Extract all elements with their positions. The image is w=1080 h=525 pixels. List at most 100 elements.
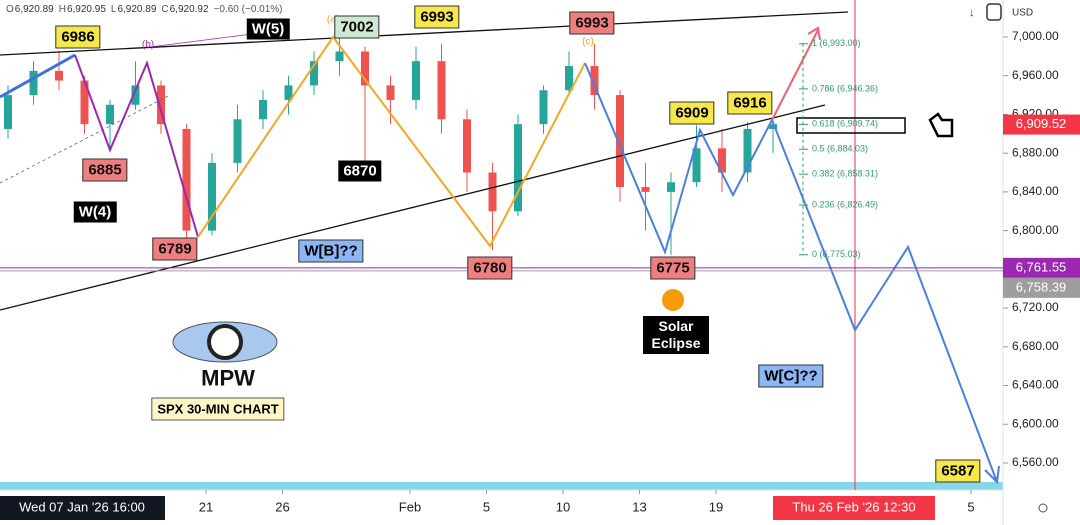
wave-line	[771, 29, 819, 121]
ohlc-header: O6,920.89 H6,920.95 L6,920.89 C6,920.92 −0.6…	[6, 4, 284, 15]
candle-body	[29, 70, 38, 96]
arrow-head	[984, 465, 1000, 485]
ohlc-item: −0.60 (−0.01%)	[213, 4, 283, 15]
wave-line	[584, 62, 998, 483]
ohlc-item: O	[6, 4, 14, 15]
fib-label: 0.786 (6,946.36)	[812, 83, 878, 93]
x-tick-label: 21	[199, 499, 213, 514]
candle-body	[539, 90, 548, 125]
wave-line	[197, 35, 586, 248]
thin-line	[149, 32, 261, 48]
arrow-head	[807, 26, 821, 41]
annotation: W[B]??	[298, 239, 364, 263]
candle-body	[412, 61, 420, 100]
wave-line	[74, 54, 199, 238]
fib-label: 1 (6,993.00)	[812, 38, 861, 48]
wave-line	[0, 53, 76, 99]
candle-body	[208, 162, 216, 231]
y-tick-label: 6,600.00	[1012, 416, 1059, 430]
panda-face	[207, 324, 243, 360]
currency: USD	[1012, 8, 1033, 19]
annotation: W(4)	[73, 201, 117, 223]
fib-box	[796, 117, 906, 134]
annotation: 6916	[727, 91, 773, 115]
candle-body	[616, 95, 624, 188]
price-label: 6,758.39	[1016, 279, 1067, 294]
candles	[4, 35, 777, 255]
y-tick-label: 6,880.00	[1012, 145, 1059, 159]
candle-body	[361, 51, 369, 86]
ohlc-item: C	[161, 4, 169, 15]
annotation: (c)	[582, 36, 594, 48]
x-tick-label: Feb	[399, 499, 421, 514]
annotation: W(5)	[246, 18, 290, 40]
candle-body	[335, 51, 344, 62]
y-tick-label: 7,000.00	[1012, 29, 1059, 43]
price-label: 6,909.52	[1016, 116, 1067, 131]
candle-body	[641, 187, 650, 192]
icon	[986, 3, 1002, 21]
candle-body	[590, 66, 599, 96]
candle-body	[514, 124, 522, 212]
fib-label: 0.382 (6,858.31)	[812, 169, 878, 179]
annotation: W[C]??	[758, 364, 824, 388]
annotation: 6789	[152, 237, 198, 261]
annotation: 6993	[414, 5, 460, 29]
trendline	[0, 104, 826, 311]
settings-icon[interactable]	[1038, 503, 1048, 513]
eclipse-dot	[662, 289, 684, 311]
candle-body	[55, 70, 63, 81]
y-tick-label: 6,840.00	[1012, 184, 1059, 198]
candle-body	[437, 61, 446, 120]
annotation: 6587	[935, 459, 981, 483]
icon: ↓	[969, 7, 975, 19]
price-label: 6,761.55	[1016, 259, 1067, 274]
y-tick-label: 6,640.00	[1012, 378, 1059, 392]
annotation: 6986	[55, 25, 101, 49]
annotation: 6909	[669, 101, 715, 125]
annotation: 6993	[569, 11, 615, 35]
candle-body	[463, 119, 471, 173]
annotation: (b)	[141, 39, 155, 51]
cursor-label: Thu 26 Feb '26 12:30	[792, 499, 915, 514]
trendline	[0, 11, 849, 56]
annotation: 6885	[82, 158, 128, 182]
x-tick-label: 5	[483, 499, 490, 514]
candle-body	[386, 85, 395, 100]
fib-label: 0.618 (6,909.74)	[812, 119, 878, 129]
price-label-box	[1003, 277, 1080, 298]
dotted-line	[0, 94, 171, 184]
y-tick-label: 6,560.00	[1012, 455, 1059, 469]
x-tick-label: 13	[632, 499, 646, 514]
candle-body	[488, 172, 497, 212]
fib-label: 0 (6,775.03)	[812, 249, 861, 259]
annotation: SPX 30-MIN CHART	[151, 397, 285, 421]
annotation: 6870	[338, 160, 382, 182]
y-tick-label: 6,680.00	[1012, 339, 1059, 353]
cursor-label-box	[0, 496, 165, 520]
candle-body	[718, 148, 726, 173]
x-tick-label: 26	[275, 499, 289, 514]
candle-body	[182, 128, 191, 231]
ohlc-item: 6,920.89	[14, 4, 54, 15]
candle-body	[4, 95, 12, 129]
candle-body	[692, 148, 701, 183]
wave-lines	[0, 11, 1000, 485]
candle-body	[667, 182, 675, 192]
candle-body	[259, 99, 267, 120]
ohlc-item: 6,920.89	[117, 4, 157, 15]
y-tick-label: 6,960.00	[1012, 68, 1059, 82]
candle-body	[565, 66, 573, 91]
x-tick-label: 10	[556, 499, 570, 514]
candle-body	[743, 128, 752, 173]
annotation: 7002	[334, 15, 380, 39]
ohlc-item: H	[58, 4, 66, 15]
cursor-label-box	[773, 496, 935, 520]
fib-label: 0.236 (6,826.49)	[812, 199, 878, 209]
price-label-box	[1003, 114, 1080, 135]
ohlc-item: L	[110, 4, 117, 15]
annotation: 6775	[650, 256, 696, 280]
annotation: Solar Eclipse	[643, 316, 709, 354]
candle-body	[769, 124, 777, 129]
